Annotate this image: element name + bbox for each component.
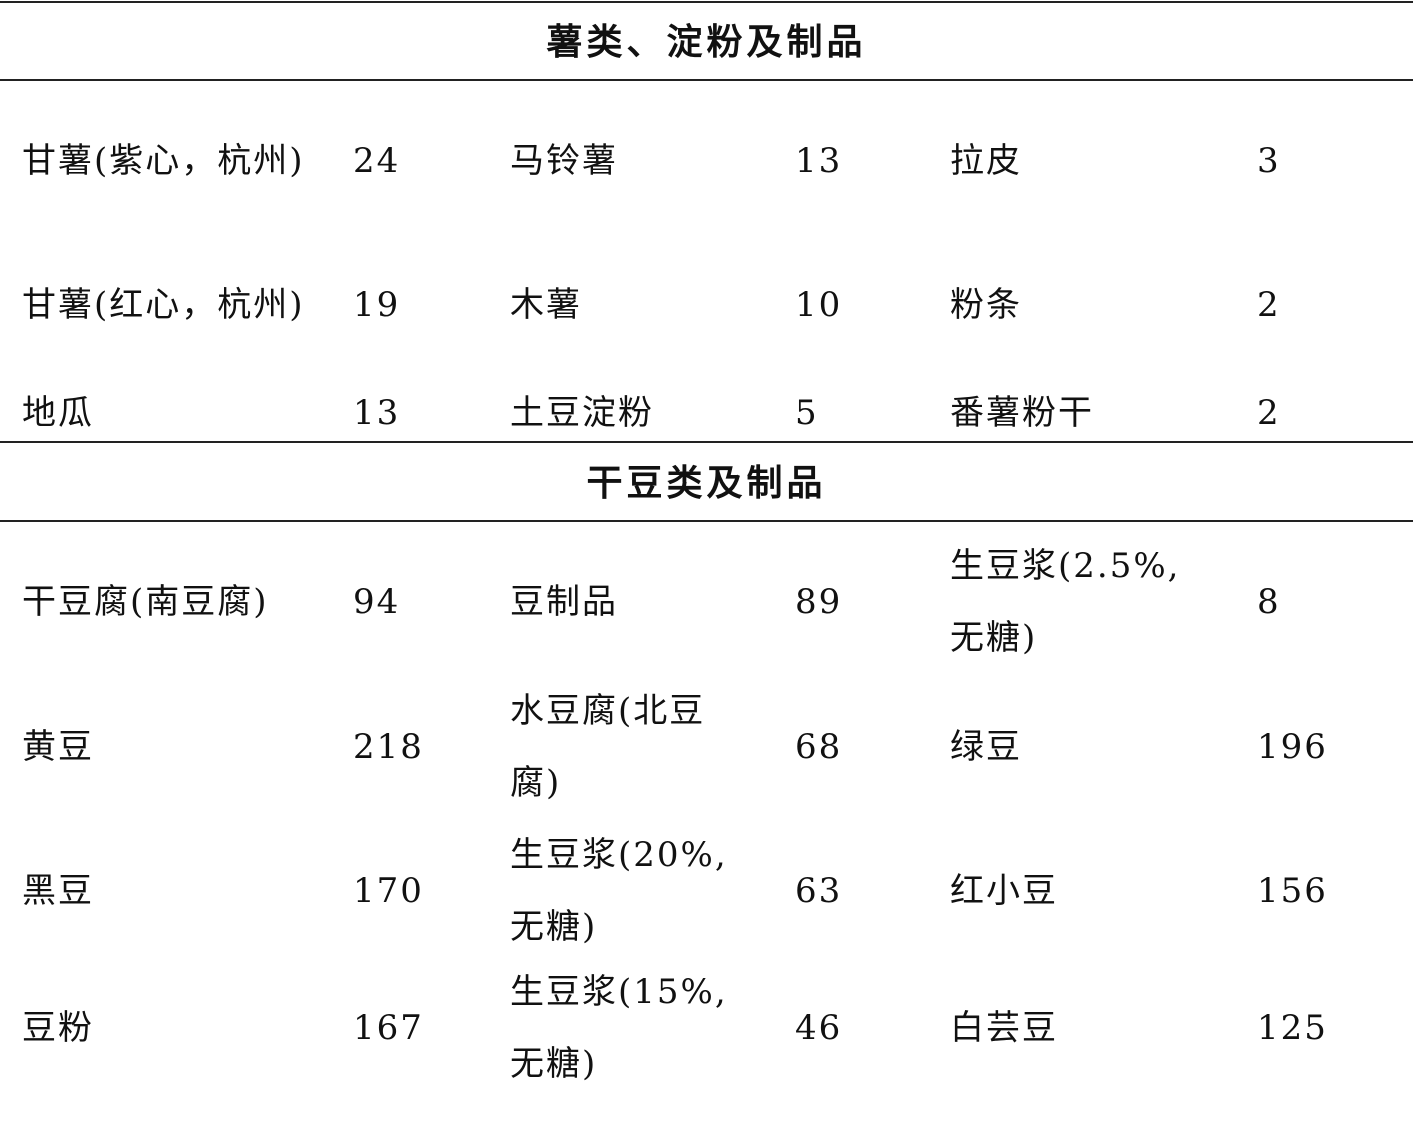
table-row: 黑豆 170 生豆浆(20%,无糖) 63 红小豆 156	[0, 819, 1413, 963]
food-value: 167	[353, 1008, 424, 1048]
food-name: 番薯粉干	[950, 393, 1094, 433]
food-name: 黑豆	[22, 871, 94, 911]
food-value: 170	[353, 871, 424, 911]
food-value: 46	[795, 1008, 843, 1048]
section-rule	[0, 441, 1413, 443]
food-name: 生豆浆(20%,无糖)	[510, 835, 728, 947]
section-rule	[0, 520, 1413, 522]
food-name: 生豆浆(2.5%,无糖)	[950, 546, 1181, 658]
food-name: 生豆浆(15%,无糖)	[510, 972, 728, 1084]
food-value: 10	[795, 285, 843, 325]
food-name: 豆粉	[22, 1008, 94, 1048]
food-value: 94	[353, 582, 401, 622]
food-value: 125	[1257, 1008, 1328, 1048]
food-name: 木薯	[510, 285, 582, 325]
food-name: 黄豆	[22, 727, 94, 767]
food-name: 甘薯(红心，杭州)	[22, 285, 305, 325]
section-title-beans: 干豆类及制品	[586, 462, 827, 504]
food-value: 218	[353, 727, 424, 767]
food-name: 干豆腐(南豆腐)	[22, 582, 269, 622]
food-value: 2	[1257, 393, 1281, 433]
food-name: 土豆淀粉	[510, 393, 654, 433]
food-name: 甘薯(紫心，杭州)	[22, 141, 305, 181]
food-value: 13	[353, 393, 401, 433]
table-row: 黄豆 218 水豆腐(北豆腐) 68 绿豆 196	[0, 675, 1413, 819]
section-rule	[0, 79, 1413, 81]
food-value: 3	[1257, 141, 1281, 181]
food-value: 5	[795, 393, 819, 433]
food-name: 地瓜	[22, 393, 94, 433]
food-value: 63	[795, 871, 843, 911]
table-top-rule	[0, 1, 1413, 3]
food-name: 拉皮	[950, 141, 1022, 181]
food-value: 8	[1257, 582, 1281, 622]
food-name: 豆制品	[510, 582, 618, 622]
food-value: 68	[795, 727, 843, 767]
food-value: 2	[1257, 285, 1281, 325]
food-value: 196	[1257, 727, 1328, 767]
table-row: 甘薯(红心，杭州) 19 木薯 10 粉条 2	[0, 234, 1413, 376]
food-name: 马铃薯	[510, 141, 618, 181]
food-value: 19	[353, 285, 401, 325]
food-name: 水豆腐(北豆腐)	[510, 691, 706, 803]
food-value: 89	[795, 582, 843, 622]
table-row: 干豆腐(南豆腐) 94 豆制品 89 生豆浆(2.5%,无糖) 8	[0, 530, 1413, 674]
food-name: 绿豆	[950, 727, 1022, 767]
food-name: 红小豆	[950, 871, 1058, 911]
food-name: 白芸豆	[950, 1008, 1058, 1048]
food-name: 粉条	[950, 285, 1022, 325]
table-row: 地瓜 13 土豆淀粉 5 番薯粉干 2	[0, 383, 1413, 443]
table-row: 甘薯(紫心，杭州) 24 马铃薯 13 拉皮 3	[0, 90, 1413, 232]
food-value: 13	[795, 141, 843, 181]
table-row: 豆粉 167 生豆浆(15%,无糖) 46 白芸豆 125	[0, 956, 1413, 1100]
section-title-tubers: 薯类、淀粉及制品	[546, 21, 867, 63]
food-value: 24	[353, 141, 401, 181]
food-value: 156	[1257, 871, 1328, 911]
